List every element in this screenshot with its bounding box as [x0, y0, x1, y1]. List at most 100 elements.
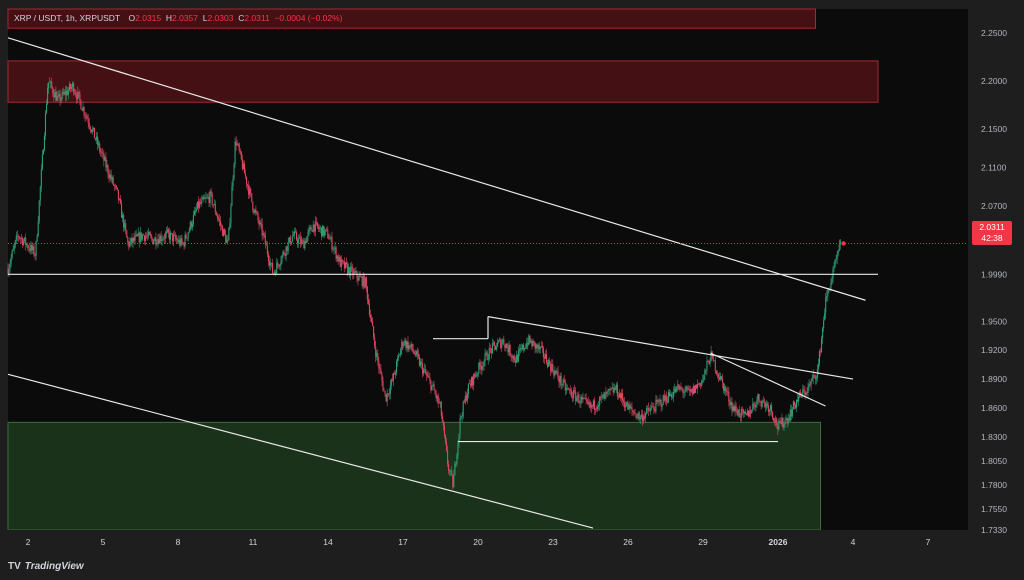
candle-body [192, 214, 194, 224]
candle-body [785, 418, 787, 420]
candle-body [819, 351, 822, 353]
tradingview-name: TradingView [24, 561, 84, 572]
candle-body [457, 442, 459, 456]
candle-body [31, 244, 33, 251]
candle-body [136, 234, 138, 237]
candle-body [15, 235, 17, 241]
candle-body [584, 398, 586, 399]
candle-body [743, 411, 746, 414]
candle-body [159, 235, 161, 244]
candle-body [680, 387, 682, 389]
candle-body [464, 395, 466, 403]
candle-body [827, 289, 829, 296]
candle-body [409, 345, 411, 347]
candle-body [634, 413, 636, 415]
candle-body [36, 235, 38, 242]
candle-body [754, 404, 756, 408]
tradingview-brand[interactable]: TV TradingView [8, 561, 84, 572]
candle-body [258, 219, 260, 225]
candle-body [808, 384, 810, 387]
candle-body [560, 375, 562, 385]
zones [7, 8, 879, 531]
candle-body [92, 127, 94, 130]
last-price-tag: 2.0311 42:38 [972, 221, 1012, 245]
candle-body [458, 433, 460, 443]
candle-body [115, 185, 117, 188]
candle-body [523, 344, 525, 350]
high-value: 2.0357 [172, 13, 198, 23]
candle-body [347, 264, 349, 274]
candle-body [339, 256, 341, 268]
candle-body [149, 232, 151, 235]
candle-body [543, 356, 546, 359]
candle-body [452, 474, 454, 488]
candle-body [665, 395, 667, 402]
candle-body [197, 201, 199, 209]
candle-body [26, 244, 28, 246]
candle-body [729, 401, 731, 405]
candle-body [276, 262, 278, 274]
candle-body [559, 375, 561, 383]
candle-body [224, 229, 226, 235]
candle-body [655, 400, 657, 412]
candle-body [732, 406, 734, 411]
candle-body [542, 347, 544, 357]
candle-body [791, 409, 793, 417]
candle-body [43, 135, 46, 151]
candle-body [662, 395, 664, 405]
candle-body [310, 227, 312, 231]
candle-body [398, 355, 400, 358]
candle-body [85, 115, 87, 117]
candle-body [532, 340, 534, 347]
candle-body [551, 363, 553, 372]
candle-body [585, 398, 587, 400]
candle-body [291, 235, 293, 242]
candle-body [88, 123, 90, 127]
candle-body [766, 403, 768, 406]
candle-body [287, 241, 289, 251]
candle-body [678, 384, 680, 390]
candle-body [569, 389, 572, 391]
candle-body [207, 196, 209, 198]
candle-body [833, 266, 835, 269]
candle-body [673, 391, 675, 397]
candle-body [465, 395, 467, 401]
candle-body [48, 82, 50, 89]
candle-body [506, 344, 508, 348]
y-tick-label: 2.0700 [981, 201, 1007, 211]
candle-body [617, 396, 619, 398]
candle-body [744, 411, 747, 415]
candle-body [338, 256, 340, 262]
candle-body [739, 416, 741, 418]
candle-body [719, 376, 722, 380]
candle-body [18, 236, 21, 239]
candle-body [232, 178, 234, 187]
candle-body [397, 357, 399, 362]
candle-body [777, 425, 779, 430]
candle-body [376, 353, 378, 357]
last-price-tag-countdown: 42:38 [981, 233, 1003, 243]
candle-body [566, 388, 568, 389]
candle-body [562, 379, 564, 385]
candle-body [133, 237, 135, 241]
candle-body [640, 414, 642, 417]
x-tick-label: 8 [176, 537, 181, 547]
candle-body [804, 390, 806, 395]
candle-body [114, 185, 116, 187]
candle-body [240, 151, 242, 160]
candle-body [255, 209, 257, 212]
candle-body [518, 349, 521, 351]
candle-body [306, 236, 308, 243]
candle-body [836, 254, 838, 260]
candle-body [473, 374, 475, 386]
footer-bar [0, 555, 1024, 580]
candle-body [299, 237, 301, 239]
candle-body [147, 235, 149, 237]
candle-body [605, 392, 607, 394]
candle-body [278, 264, 280, 267]
candle-body [333, 248, 335, 250]
candle-body [103, 153, 105, 161]
candle-body [69, 84, 72, 89]
